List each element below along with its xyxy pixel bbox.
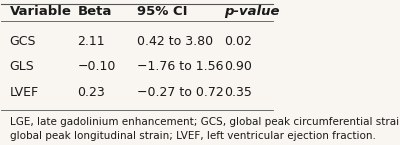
Text: 2.11: 2.11 xyxy=(77,35,105,48)
Text: LVEF: LVEF xyxy=(10,86,39,99)
Text: Variable: Variable xyxy=(10,5,72,18)
Text: −0.27 to 0.72: −0.27 to 0.72 xyxy=(137,86,224,99)
Text: p-value: p-value xyxy=(224,5,280,18)
Text: 0.90: 0.90 xyxy=(224,60,252,73)
Text: 0.35: 0.35 xyxy=(224,86,252,99)
Text: 0.42 to 3.80: 0.42 to 3.80 xyxy=(137,35,213,48)
Text: GLS: GLS xyxy=(10,60,34,73)
Text: 0.23: 0.23 xyxy=(77,86,105,99)
Text: LGE, late gadolinium enhancement; GCS, global peak circumferential strain; GLS,
: LGE, late gadolinium enhancement; GCS, g… xyxy=(10,117,400,141)
Text: −1.76 to 1.56: −1.76 to 1.56 xyxy=(137,60,224,73)
Text: 95% CI: 95% CI xyxy=(137,5,188,18)
Text: Beta: Beta xyxy=(77,5,112,18)
Text: 0.02: 0.02 xyxy=(224,35,252,48)
Text: −0.10: −0.10 xyxy=(77,60,116,73)
Text: GCS: GCS xyxy=(10,35,36,48)
